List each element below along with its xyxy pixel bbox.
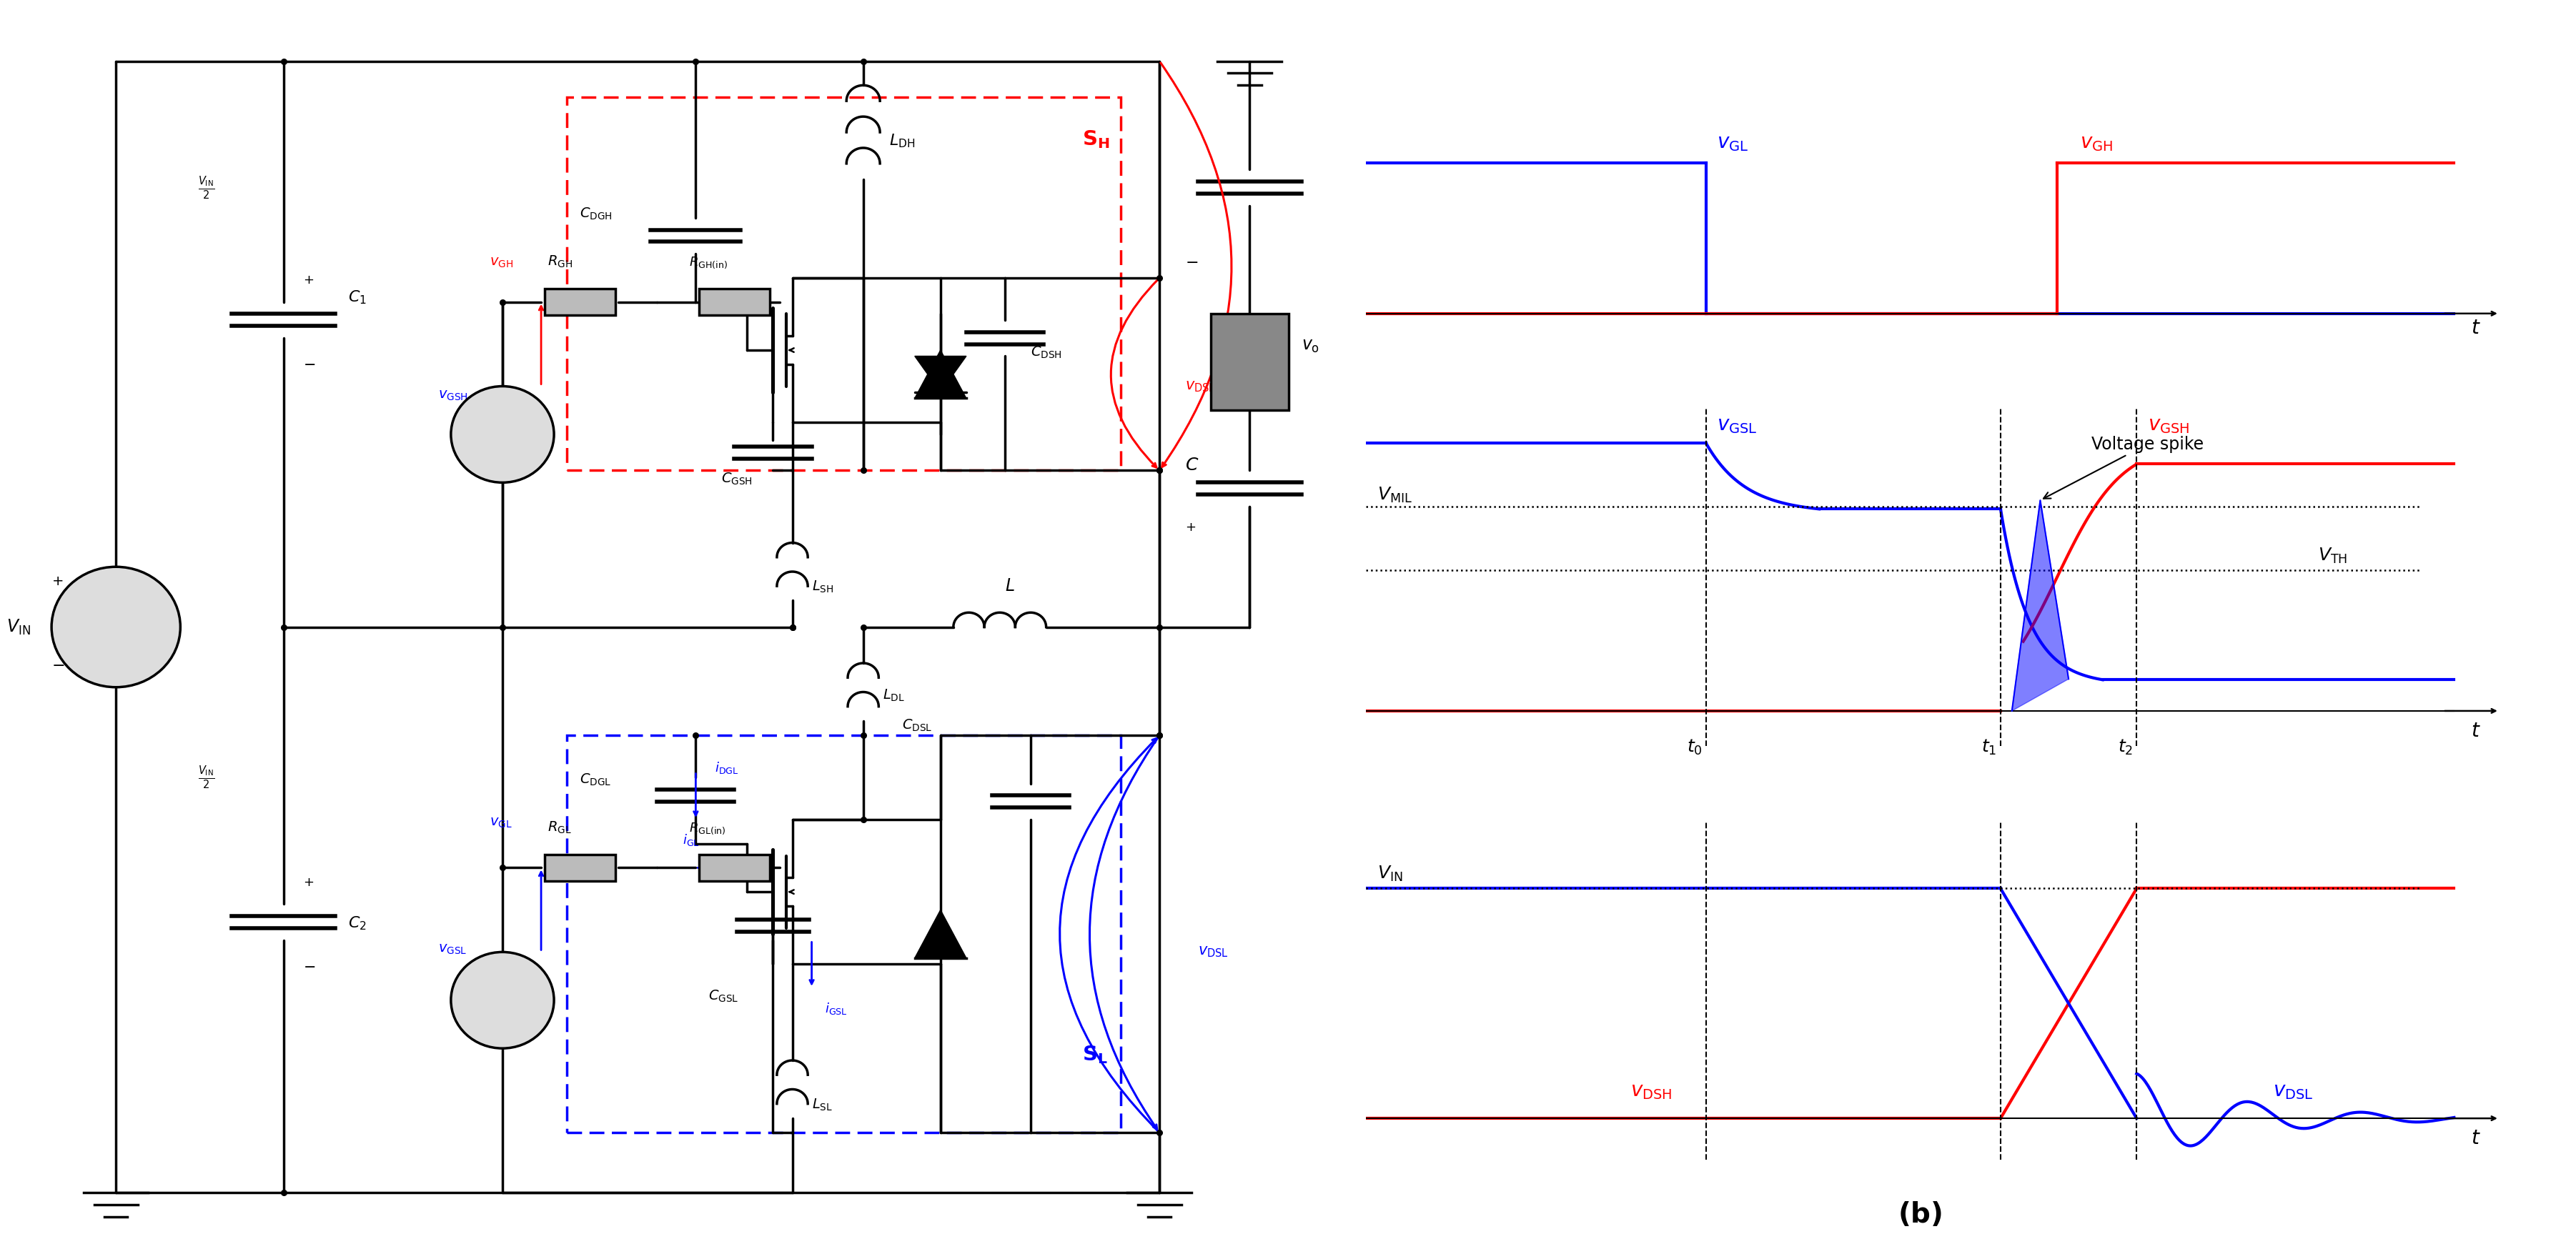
Text: $\frac{V_\mathrm{IN}}{2}$: $\frac{V_\mathrm{IN}}{2}$ <box>198 176 214 202</box>
Text: $t_2$: $t_2$ <box>2117 739 2133 757</box>
Bar <box>698 288 770 315</box>
Text: $v_\mathrm{o}$: $v_\mathrm{o}$ <box>1301 337 1319 355</box>
Text: Voltage spike: Voltage spike <box>2043 435 2202 499</box>
Text: $\mathbf{(b)}$: $\mathbf{(b)}$ <box>1896 1200 1942 1229</box>
Bar <box>698 854 770 882</box>
Text: $v_\mathrm{GL}$: $v_\mathrm{GL}$ <box>1716 133 1749 153</box>
Text: $t$: $t$ <box>2470 1129 2481 1149</box>
Text: $+$: $+$ <box>304 273 314 287</box>
Text: $C_\mathrm{DSH}$: $C_\mathrm{DSH}$ <box>1030 345 1061 360</box>
Circle shape <box>451 952 554 1048</box>
Text: $L$: $L$ <box>1005 577 1015 594</box>
Text: $i_\mathrm{GSL}$: $i_\mathrm{GSL}$ <box>824 1001 848 1016</box>
Text: $-$: $-$ <box>304 356 314 371</box>
Text: $C_1$: $C_1$ <box>348 290 366 306</box>
Text: $C_\mathrm{GSH}$: $C_\mathrm{GSH}$ <box>721 472 752 487</box>
Text: $C$: $C$ <box>1185 456 1198 474</box>
Text: $\mathbf{S_H}$: $\mathbf{S_H}$ <box>1082 129 1110 150</box>
Text: $C_\mathrm{DGL}$: $C_\mathrm{DGL}$ <box>580 772 611 788</box>
Text: $v_\mathrm{GSL}$: $v_\mathrm{GSL}$ <box>1716 415 1757 435</box>
Text: $V_\mathrm{MIL}$: $V_\mathrm{MIL}$ <box>1376 487 1412 504</box>
Text: $t_1$: $t_1$ <box>1981 739 1996 757</box>
Text: $-$: $-$ <box>304 958 314 973</box>
Text: $t$: $t$ <box>2470 317 2481 337</box>
Text: $v_\mathrm{DSL}$: $v_\mathrm{DSL}$ <box>2272 1081 2313 1101</box>
Text: $v_\mathrm{GSL}$: $v_\mathrm{GSL}$ <box>438 942 466 956</box>
Text: $v_\mathrm{GH}$: $v_\mathrm{GH}$ <box>2079 133 2112 153</box>
Text: $R_\mathrm{GH(in)}$: $R_\mathrm{GH(in)}$ <box>690 256 726 270</box>
Bar <box>544 288 616 315</box>
Text: $+$: $+$ <box>304 875 314 889</box>
Text: $V_\mathrm{TH}$: $V_\mathrm{TH}$ <box>2318 547 2347 566</box>
Circle shape <box>451 386 554 483</box>
Text: $t$: $t$ <box>2470 721 2481 741</box>
Text: $t_0$: $t_0$ <box>1687 739 1703 757</box>
Text: $C_\mathrm{DGH}$: $C_\mathrm{DGH}$ <box>580 206 613 222</box>
Text: $v_\mathrm{GH}$: $v_\mathrm{GH}$ <box>489 256 513 270</box>
Text: $+$: $+$ <box>52 574 64 588</box>
Text: $R_\mathrm{GL}$: $R_\mathrm{GL}$ <box>546 820 572 835</box>
Text: $v_\mathrm{GL}$: $v_\mathrm{GL}$ <box>489 816 513 829</box>
Text: $R_\mathrm{GH}$: $R_\mathrm{GH}$ <box>546 255 572 270</box>
Bar <box>1211 314 1288 410</box>
Text: $\mathbf{S_L}$: $\mathbf{S_L}$ <box>1082 1043 1108 1065</box>
Circle shape <box>52 567 180 687</box>
Text: $+$: $+$ <box>1185 520 1195 533</box>
Text: $V_\mathrm{IN}$: $V_\mathrm{IN}$ <box>5 618 31 636</box>
Text: $L_\mathrm{SH}$: $L_\mathrm{SH}$ <box>811 579 832 594</box>
Polygon shape <box>914 356 966 393</box>
Text: $V_\mathrm{IN}$: $V_\mathrm{IN}$ <box>1376 865 1401 883</box>
Text: $-$: $-$ <box>1185 255 1198 268</box>
Text: $R_\mathrm{GL(in)}$: $R_\mathrm{GL(in)}$ <box>690 821 726 836</box>
Text: $C_\mathrm{GSL}$: $C_\mathrm{GSL}$ <box>708 988 739 1004</box>
Text: $i_\mathrm{GL}$: $i_\mathrm{GL}$ <box>683 833 701 848</box>
Text: $v_\mathrm{DSL}$: $v_\mathrm{DSL}$ <box>1198 946 1229 959</box>
Text: $v_\mathrm{GSH}$: $v_\mathrm{GSH}$ <box>438 389 469 403</box>
Text: $i_\mathrm{DGL}$: $i_\mathrm{DGL}$ <box>716 760 739 775</box>
Polygon shape <box>914 350 966 399</box>
Text: $\frac{V_\mathrm{IN}}{2}$: $\frac{V_\mathrm{IN}}{2}$ <box>198 765 214 791</box>
Polygon shape <box>2012 500 2069 711</box>
Text: $-$: $-$ <box>52 657 64 672</box>
Bar <box>544 854 616 882</box>
Text: $C_\mathrm{DSL}$: $C_\mathrm{DSL}$ <box>902 717 933 734</box>
Text: $L_\mathrm{DL}$: $L_\mathrm{DL}$ <box>881 687 904 703</box>
Text: $L_\mathrm{DH}$: $L_\mathrm{DH}$ <box>889 133 914 149</box>
Text: $v_\mathrm{DSH}$: $v_\mathrm{DSH}$ <box>1631 1081 1672 1101</box>
Text: $C_2$: $C_2$ <box>348 915 366 932</box>
Text: $v_\mathrm{DSH}$: $v_\mathrm{DSH}$ <box>1185 379 1216 394</box>
Text: $v_\mathrm{GSH}$: $v_\mathrm{GSH}$ <box>2148 415 2190 435</box>
Text: $L_\mathrm{SL}$: $L_\mathrm{SL}$ <box>811 1097 832 1112</box>
Polygon shape <box>914 910 966 958</box>
